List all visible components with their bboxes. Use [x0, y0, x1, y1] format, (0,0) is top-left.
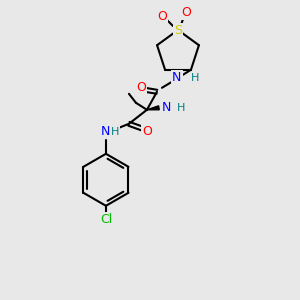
Text: N: N — [101, 125, 111, 138]
Text: N: N — [172, 71, 182, 84]
Text: H: H — [111, 127, 119, 137]
Text: Cl: Cl — [100, 213, 112, 226]
Text: H: H — [191, 73, 199, 83]
Text: O: O — [136, 81, 146, 94]
Text: O: O — [181, 5, 191, 19]
Text: S: S — [174, 23, 182, 37]
Text: H: H — [177, 103, 185, 113]
Text: O: O — [142, 125, 152, 138]
Polygon shape — [147, 106, 159, 110]
Text: O: O — [157, 10, 167, 22]
Text: N: N — [162, 101, 172, 114]
